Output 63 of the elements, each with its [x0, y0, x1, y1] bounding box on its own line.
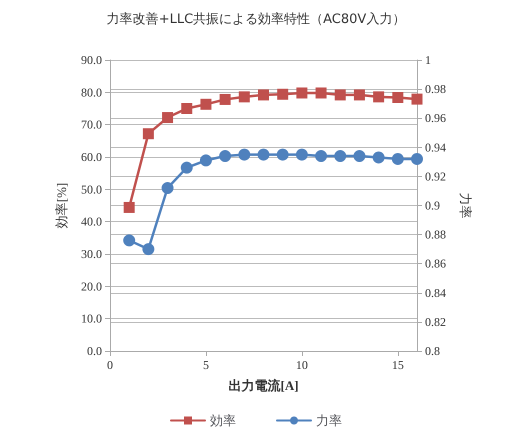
- y-tick-label: 30.0: [81, 247, 102, 261]
- y-tick-label: 80.0: [81, 85, 102, 100]
- point: [334, 89, 346, 100]
- chart-title: 力率改善+LLC共振による効率特性（AC80V入力）: [106, 11, 406, 27]
- point: [124, 202, 135, 213]
- point: [181, 103, 192, 114]
- point: [412, 94, 422, 105]
- point: [276, 148, 289, 161]
- y-tick-label: 10.0: [81, 312, 102, 326]
- y-tick-label: 40.0: [81, 214, 102, 229]
- point: [200, 154, 212, 166]
- point: [220, 94, 231, 105]
- y2-axis-title: 力率: [458, 192, 473, 218]
- y2-tick-label: 0.96: [425, 111, 446, 126]
- y-tick-label: 20.0: [81, 279, 102, 294]
- x-axis-title: 出力電流[A]: [228, 378, 299, 393]
- point: [296, 148, 308, 161]
- y2-tick-label: 0.84: [425, 286, 446, 300]
- legend-label: 効率: [210, 413, 236, 428]
- point: [353, 150, 366, 162]
- point: [123, 234, 136, 246]
- point: [258, 89, 269, 100]
- point: [392, 152, 404, 165]
- y2-tick-label: 0.88: [425, 228, 446, 242]
- point: [142, 128, 154, 140]
- y-tick-label: 0.0: [87, 344, 102, 358]
- y-tick-label: 90.0: [81, 53, 102, 67]
- x-tick-label: 5: [202, 358, 209, 372]
- point: [238, 91, 250, 102]
- point: [277, 88, 288, 100]
- x-tick-label: 15: [392, 358, 404, 372]
- point: [162, 112, 174, 124]
- y-tick-label: 70.0: [81, 118, 102, 132]
- point: [258, 148, 270, 161]
- y-tick-label: 50.0: [81, 182, 102, 196]
- point: [372, 151, 385, 164]
- x-tick-label: 0: [107, 358, 113, 372]
- point: [411, 152, 423, 165]
- y2-tick-label: 0.82: [425, 314, 446, 329]
- y2-tick-label: 0.94: [425, 140, 446, 154]
- point: [296, 87, 308, 98]
- point: [142, 243, 154, 256]
- point: [200, 98, 212, 110]
- point: [219, 150, 232, 162]
- point: [162, 182, 174, 194]
- y2-tick-label: 0.86: [425, 256, 446, 271]
- point: [316, 87, 327, 98]
- y2-tick-label: 1: [425, 53, 431, 67]
- y-tick-label: 60.0: [81, 150, 102, 164]
- point: [180, 162, 193, 174]
- y2-tick-label: 0.8: [425, 344, 440, 358]
- point: [238, 148, 250, 161]
- y2-tick-label: 0.9: [425, 198, 440, 212]
- x-tick-label: 10: [296, 358, 308, 372]
- point: [354, 89, 365, 100]
- point: [373, 91, 384, 102]
- point: [392, 92, 404, 104]
- point: [315, 150, 328, 162]
- y2-tick-label: 0.92: [425, 169, 446, 184]
- y2-tick-label: 0.98: [425, 82, 446, 96]
- point: [334, 150, 346, 162]
- y-axis-title: 効率[%]: [54, 182, 69, 228]
- legend-label: 力率: [316, 413, 342, 428]
